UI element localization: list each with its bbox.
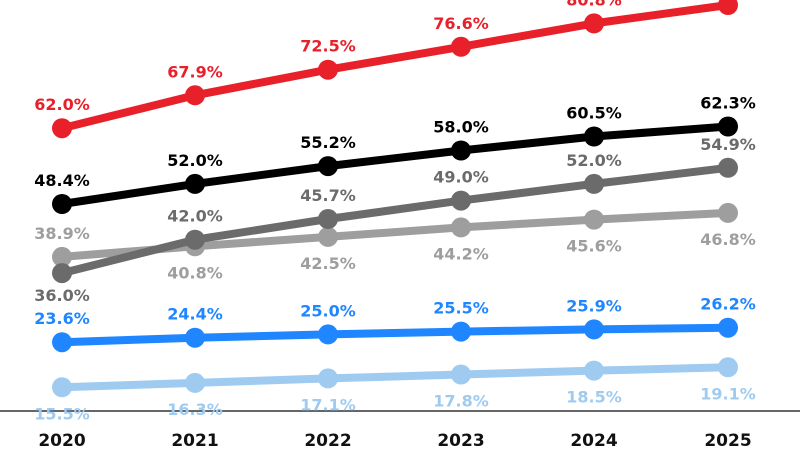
x-tick-label: 2024: [570, 431, 617, 450]
data-point: [318, 324, 338, 345]
data-label: 40.8%: [167, 263, 223, 282]
data-label: 38.9%: [34, 224, 90, 243]
data-label: 19.1%: [700, 384, 756, 403]
data-point: [451, 217, 471, 238]
data-label: 23.6%: [34, 309, 90, 328]
data-point: [718, 116, 738, 137]
data-point: [52, 332, 72, 353]
data-label: 45.7%: [300, 186, 356, 205]
data-label: 25.5%: [433, 299, 489, 318]
data-label: 25.9%: [566, 296, 622, 315]
series-line: [58, 163, 732, 278]
data-point: [584, 319, 604, 340]
data-point: [451, 140, 471, 161]
data-label: 46.8%: [700, 230, 756, 249]
series-line: [58, 1, 732, 133]
x-tick-label: 2023: [437, 431, 484, 450]
data-label: 25.0%: [300, 301, 356, 320]
data-label: 48.4%: [34, 171, 90, 190]
data-point: [718, 202, 738, 223]
data-point: [52, 263, 72, 284]
series-layer: [52, 0, 738, 398]
data-point: [185, 229, 205, 250]
series-line: [58, 363, 732, 392]
data-point: [318, 226, 338, 247]
data-label: 76.6%: [433, 14, 489, 33]
data-label: 62.3%: [700, 94, 756, 113]
data-point: [451, 190, 471, 211]
data-label: 52.0%: [566, 151, 622, 170]
series-0: [52, 0, 738, 139]
data-point: [718, 0, 738, 15]
x-tick-label: 2021: [171, 431, 218, 450]
data-point: [584, 13, 604, 34]
data-label: 18.5%: [566, 388, 622, 407]
data-point: [584, 173, 604, 194]
data-point: [52, 377, 72, 398]
data-label: 54.9%: [700, 135, 756, 154]
series-4: [52, 317, 738, 353]
data-point: [584, 209, 604, 230]
data-label: 17.8%: [433, 392, 489, 411]
data-point: [318, 59, 338, 80]
series-line: [58, 122, 732, 208]
data-label: 45.6%: [566, 237, 622, 256]
data-label: 58.0%: [433, 118, 489, 137]
data-label: 15.5%: [34, 404, 90, 423]
data-point: [185, 85, 205, 106]
series-2: [52, 157, 738, 284]
data-point: [318, 368, 338, 389]
data-label: 26.2%: [700, 295, 756, 314]
data-point: [718, 317, 738, 338]
series-line: [58, 323, 732, 347]
data-label: 17.1%: [300, 395, 356, 414]
data-point: [185, 327, 205, 348]
data-point: [52, 118, 72, 139]
data-point: [451, 364, 471, 385]
data-point: [451, 36, 471, 57]
data-label-layer: 62.0% 67.9% 72.5% 76.6% 80.8% 48.4% 52.0% 55.2%…: [34, 0, 756, 423]
data-point: [584, 360, 604, 381]
data-point: [318, 156, 338, 177]
data-point: [718, 357, 738, 378]
data-point: [185, 173, 205, 194]
series-5: [52, 357, 738, 398]
data-point: [318, 209, 338, 229]
x-tick-label: 2020: [38, 431, 85, 450]
data-label: 16.3%: [167, 400, 223, 419]
data-label: 60.5%: [566, 104, 622, 123]
data-label: 72.5%: [300, 37, 356, 56]
data-label: 24.4%: [167, 305, 223, 324]
x-tick-label: 2022: [304, 431, 351, 450]
data-label: 62.0%: [34, 95, 90, 114]
data-point: [52, 246, 72, 267]
data-label: 42.5%: [300, 254, 356, 273]
data-label: 44.2%: [433, 244, 489, 263]
data-label: 42.0%: [167, 207, 223, 226]
data-point: [584, 126, 604, 147]
data-label: 49.0%: [433, 168, 489, 187]
data-label: 52.0%: [167, 151, 223, 170]
data-point: [185, 372, 205, 393]
x-tick-label: 2025: [704, 431, 751, 450]
data-label: 55.2%: [300, 133, 356, 152]
data-label: 36.0%: [34, 286, 90, 305]
data-point: [718, 157, 738, 178]
series-1: [52, 116, 738, 214]
data-label: 67.9%: [167, 62, 223, 81]
data-point: [52, 194, 72, 214]
data-point: [451, 321, 471, 342]
x-axis: 2020 2021 2022 2023 2024 2025: [38, 431, 751, 450]
data-label: 80.8%: [566, 0, 622, 9]
